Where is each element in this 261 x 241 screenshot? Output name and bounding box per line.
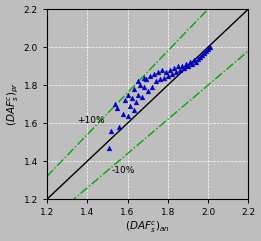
Point (121, 112, 126, 116)
Point (141, 76, 146, 80)
Point (135, 79, 140, 83)
Point (180, 64, 184, 68)
Point (206, 47, 210, 51)
Point (158, 78, 162, 81)
Point (141, 85, 146, 89)
Point (126, 114, 130, 117)
Y-axis label: $(DAF^c_s)_{pr}$: $(DAF^c_s)_{pr}$ (5, 82, 21, 126)
Point (178, 68, 182, 72)
Point (202, 51, 206, 55)
Text: +10%: +10% (77, 116, 105, 125)
Point (184, 62, 188, 66)
Point (146, 89, 150, 93)
Point (132, 108, 136, 112)
Point (138, 83, 142, 87)
Point (196, 57, 200, 60)
Point (186, 64, 190, 68)
Point (127, 104, 132, 108)
Point (154, 79, 158, 83)
Point (176, 64, 180, 68)
Point (135, 93, 140, 97)
Point (129, 96, 134, 100)
Point (188, 60, 192, 64)
Point (123, 98, 128, 102)
Point (156, 70, 160, 74)
Point (182, 66, 186, 70)
Point (194, 60, 198, 64)
Point (192, 59, 196, 62)
Point (166, 74, 170, 78)
Point (107, 146, 111, 150)
Point (152, 72, 156, 76)
Point (198, 55, 202, 59)
X-axis label: $(DAF^c_s)_{an}$: $(DAF^c_s)_{an}$ (125, 220, 170, 235)
Point (147, 74, 152, 78)
Point (200, 53, 204, 57)
Point (162, 76, 166, 80)
Point (109, 129, 114, 133)
Point (126, 93, 130, 97)
Point (168, 68, 172, 72)
Point (172, 66, 176, 70)
Point (150, 85, 154, 89)
Point (190, 62, 194, 66)
Point (132, 87, 136, 91)
Point (204, 49, 208, 53)
Point (160, 68, 164, 72)
Point (133, 100, 138, 104)
Point (208, 45, 212, 49)
Point (113, 102, 117, 106)
Point (140, 95, 144, 99)
Point (164, 70, 168, 74)
Point (117, 125, 122, 129)
Text: -10%: -10% (111, 166, 135, 175)
Point (174, 70, 178, 74)
Point (170, 72, 174, 76)
Point (144, 78, 148, 81)
Point (115, 106, 120, 110)
